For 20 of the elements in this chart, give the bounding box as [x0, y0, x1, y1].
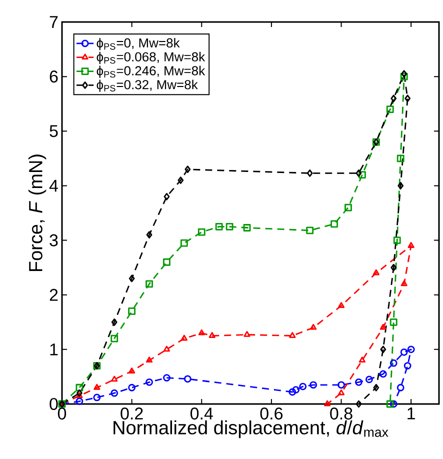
x-tick-label: 0.2	[120, 408, 143, 420]
legend-label: ϕ$_{PS}$=0.32, Mw=8k	[96, 80, 198, 92]
x-tick-label: 0.6	[260, 408, 283, 420]
y-axis-title: Force, F (mN)	[28, 154, 46, 272]
x-tick-label: 0	[58, 408, 66, 420]
legend-label: ϕ$_{PS}$=0, Mw=8k	[96, 38, 180, 50]
y-tick-label: 5	[50, 125, 58, 138]
x-tick-label: 1	[408, 408, 415, 420]
y-tick-label: 7	[50, 16, 58, 28]
x-axis-title: Normalized displacement, d/d$_{max}$	[114, 420, 388, 438]
y-tick-label: 0	[50, 398, 58, 410]
x-tick-label: 0.4	[190, 408, 213, 420]
y-tick-label: 2	[50, 288, 58, 301]
legend-label: ϕ$_{PS}$=0.246, Mw=8k	[96, 66, 206, 78]
x-tick-label: 0.8	[330, 408, 352, 420]
y-tick-label: 1	[50, 344, 58, 356]
legend-label: ϕ$_{PS}$=0.068, Mw=8k	[96, 52, 206, 64]
y-tick-label: 3	[50, 234, 58, 246]
y-tick-label: 6	[50, 70, 58, 83]
y-tick-label: 4	[49, 180, 58, 192]
